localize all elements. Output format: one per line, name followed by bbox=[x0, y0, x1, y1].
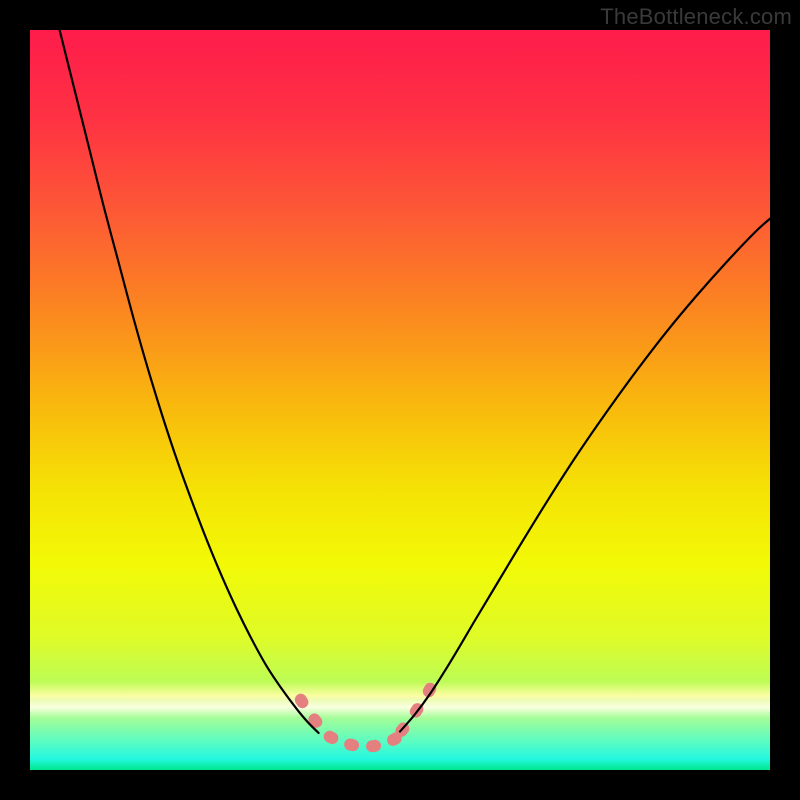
watermark-text: TheBottleneck.com bbox=[600, 4, 792, 30]
gradient-background bbox=[30, 30, 770, 770]
chart-container: TheBottleneck.com bbox=[0, 0, 800, 800]
bottleneck-chart bbox=[0, 0, 800, 800]
